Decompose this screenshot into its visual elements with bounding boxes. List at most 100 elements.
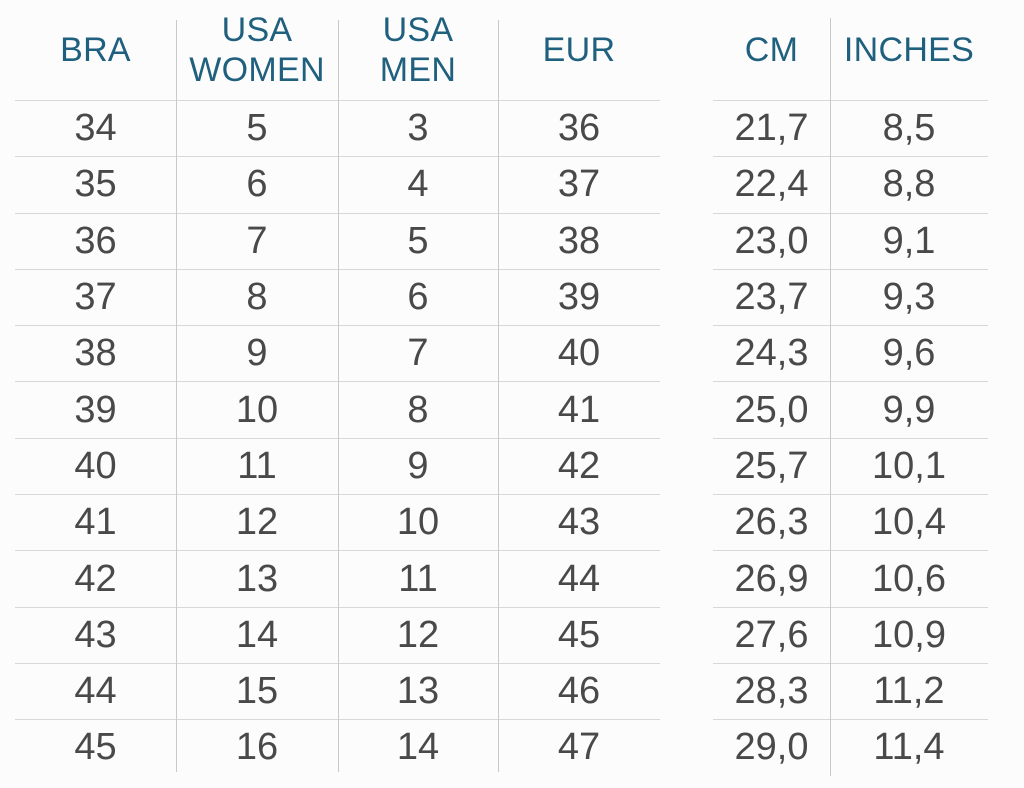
table-row: 29,0 11,4: [713, 719, 988, 775]
table-row: 26,9 10,6: [713, 550, 988, 606]
table-cell: 38: [557, 219, 601, 262]
table-cell: 26,9: [734, 557, 809, 600]
table-cell: 8: [407, 388, 429, 431]
table-row: 21,7 8,5: [713, 100, 988, 156]
table-cell: 9,3: [882, 276, 936, 319]
table-row: 26,3 10,4: [713, 494, 988, 550]
table-cell: 21,7: [734, 107, 809, 150]
table-row: 23,7 9,3: [713, 268, 988, 325]
table-cell: 3: [407, 107, 429, 150]
table-cell: 9,9: [882, 388, 936, 431]
column-header-label: USA MEN: [379, 10, 457, 89]
table-cell: 40: [74, 444, 117, 487]
column-header-cm: CM: [713, 0, 830, 100]
table-cell: 45: [74, 726, 117, 769]
column-header-eur: EUR: [498, 0, 660, 100]
table-header-row: BRA USA WOMEN USA MEN EUR: [15, 0, 660, 100]
table-cell: 11: [237, 444, 277, 487]
table-cell: 8,5: [882, 107, 936, 150]
table-cell: 45: [557, 613, 601, 656]
table-row: 42 13 11 44: [15, 550, 660, 606]
table-cell: 23,0: [734, 219, 809, 262]
table-cell: 15: [235, 670, 279, 713]
table-row: 24,3 9,6: [713, 325, 988, 381]
table-cell: 43: [557, 501, 601, 544]
table-cell: 29,0: [734, 726, 809, 769]
table-cell: 11,4: [873, 726, 945, 769]
table-cell: 42: [557, 444, 601, 487]
table-row: 43 14 12 45: [15, 606, 660, 663]
column-header-label: CM: [744, 30, 799, 69]
table-cell: 25,0: [734, 388, 809, 431]
table-cell: 28,3: [734, 670, 809, 713]
table-cell: 5: [407, 219, 429, 262]
table-row: 35 6 4 37: [15, 156, 660, 212]
table-cell: 7: [246, 219, 268, 262]
table-header-row: CM INCHES: [713, 0, 988, 100]
table-cell: 36: [557, 107, 601, 150]
table-cell: 34: [74, 107, 117, 150]
table-row: 40 11 9 42: [15, 437, 660, 494]
table-cell: 41: [74, 501, 117, 544]
table-cell: 37: [74, 276, 117, 319]
table-cell: 36: [74, 219, 117, 262]
table-cell: 11,2: [873, 670, 945, 713]
table-row: 27,6 10,9: [713, 606, 988, 663]
table-cell: 42: [74, 557, 117, 600]
table-cell: 6: [407, 276, 429, 319]
table-cell: 14: [396, 726, 440, 769]
column-header-label: BRA: [60, 30, 131, 69]
table-body: 21,7 8,5 22,4 8,8 23,0 9,1 23,7 9,3 24,3 9,6 25,0 9…: [713, 100, 988, 776]
table-row: 34 5 3 36: [15, 100, 660, 156]
column-header-label: EUR: [542, 30, 616, 69]
column-header-label: INCHES: [843, 30, 975, 69]
table-cell: 41: [557, 388, 601, 431]
size-conversion-table: BRA USA WOMEN USA MEN EUR 34 5 3 36 35 6 4 37 36…: [15, 0, 660, 776]
table-cell: 13: [235, 557, 279, 600]
table-cell: 8,8: [882, 163, 936, 206]
table-row: 23,0 9,1: [713, 212, 988, 269]
table-cell: 10,6: [872, 557, 946, 600]
column-divider: [338, 20, 339, 772]
table-cell: 10: [396, 501, 440, 544]
table-cell: 22,4: [734, 163, 809, 206]
table-cell: 12: [396, 613, 440, 656]
foot-length-table: CM INCHES 21,7 8,5 22,4 8,8 23,0 9,1 23,7 9,3 24…: [713, 0, 988, 776]
table-cell: 9,6: [882, 332, 936, 375]
table-cell: 10,9: [872, 613, 946, 656]
table-cell: 37: [557, 163, 601, 206]
table-row: 44 15 13 46: [15, 662, 660, 719]
table-row: 37 8 6 39: [15, 268, 660, 325]
table-cell: 12: [235, 501, 279, 544]
table-cell: 4: [407, 163, 429, 206]
table-cell: 9: [407, 444, 429, 487]
table-row: 22,4 8,8: [713, 156, 988, 212]
table-cell: 39: [557, 276, 601, 319]
table-cell: 5: [246, 107, 268, 150]
table-cell: 8: [246, 276, 268, 319]
table-cell: 7: [407, 332, 429, 375]
column-header-inches: INCHES: [830, 0, 988, 100]
table-cell: 38: [74, 332, 117, 375]
table-cell: 26,3: [734, 501, 809, 544]
table-row: 39 10 8 41: [15, 381, 660, 437]
column-header-bra: BRA: [15, 0, 176, 100]
table-row: 38 9 7 40: [15, 325, 660, 381]
table-row: 28,3 11,2: [713, 662, 988, 719]
column-header-label: USA WOMEN: [189, 10, 325, 89]
table-cell: 14: [235, 613, 279, 656]
table-cell: 6: [246, 163, 268, 206]
table-cell: 10,4: [872, 501, 946, 544]
table-cell: 25,7: [734, 444, 809, 487]
table-cell: 23,7: [734, 276, 809, 319]
table-cell: 11: [398, 557, 438, 600]
table-cell: 44: [74, 670, 117, 713]
table-cell: 13: [396, 670, 440, 713]
table-cell: 40: [557, 332, 601, 375]
table-cell: 9: [246, 332, 268, 375]
table-cell: 44: [557, 557, 601, 600]
table-cell: 35: [74, 163, 117, 206]
table-cell: 39: [74, 388, 117, 431]
table-cell: 43: [74, 613, 117, 656]
